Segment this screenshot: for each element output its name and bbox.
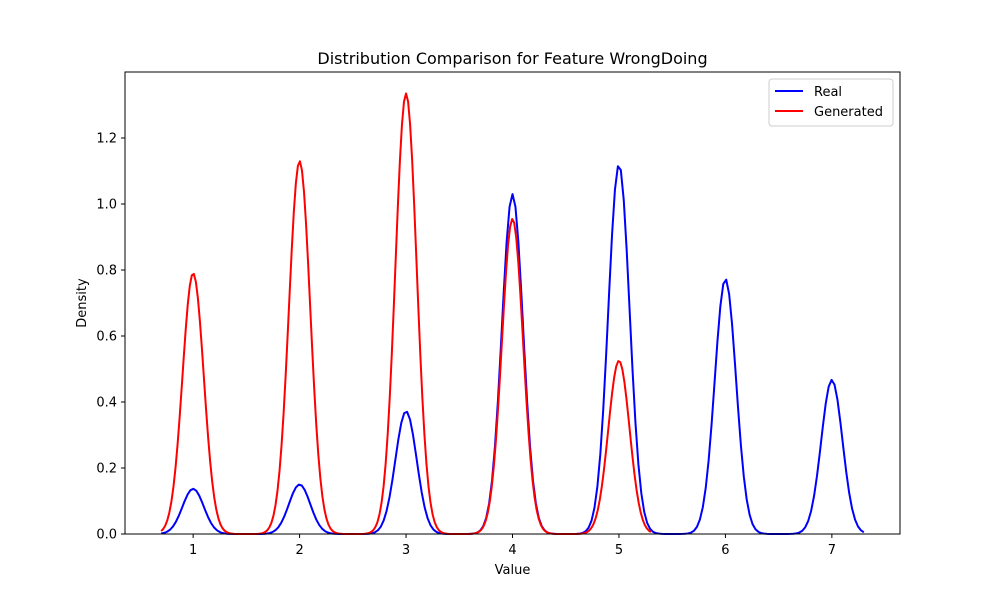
- y-tick-label: 0.4: [96, 396, 117, 411]
- y-tick-label: 1.0: [96, 198, 117, 213]
- y-tick-label: 0.6: [96, 330, 117, 345]
- x-tick-label: 1: [189, 543, 197, 558]
- legend-label-real: Real: [814, 85, 842, 100]
- chart-title: Distribution Comparison for Feature Wron…: [317, 49, 707, 68]
- series-line-real: [160, 165, 865, 535]
- legend: Real Generated: [768, 78, 894, 127]
- legend-label-generated: Generated: [814, 105, 883, 120]
- y-tick-label: 1.2: [96, 132, 117, 147]
- x-tick-label: 3: [402, 543, 410, 558]
- y-axis-label: Density: [75, 278, 90, 328]
- x-axis-label: Value: [495, 563, 531, 578]
- y-tick-label: 0.8: [96, 264, 117, 279]
- x-tick-label: 6: [721, 543, 729, 558]
- x-tick-label: 5: [615, 543, 623, 558]
- x-tick-label: 7: [828, 543, 836, 558]
- y-tick-label: 0.0: [96, 528, 117, 543]
- y-tick-label: 0.2: [96, 462, 117, 477]
- x-tick-label: 2: [295, 543, 303, 558]
- x-tick-label: 4: [508, 543, 516, 558]
